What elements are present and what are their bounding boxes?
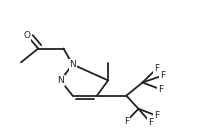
- Text: F: F: [154, 111, 159, 120]
- Text: N: N: [57, 76, 64, 85]
- Text: O: O: [23, 31, 31, 40]
- Text: F: F: [158, 85, 163, 94]
- Text: N: N: [69, 60, 76, 69]
- Text: F: F: [160, 71, 165, 80]
- Text: F: F: [154, 64, 159, 73]
- Text: F: F: [124, 117, 129, 126]
- Text: F: F: [148, 118, 153, 127]
